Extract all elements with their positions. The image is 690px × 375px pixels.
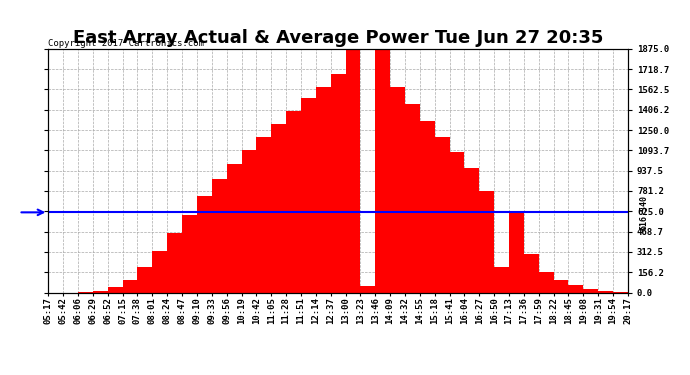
- Bar: [420, 121, 435, 292]
- Bar: [241, 150, 257, 292]
- Bar: [152, 251, 167, 292]
- Bar: [301, 98, 316, 292]
- Bar: [123, 279, 137, 292]
- Bar: [93, 291, 108, 292]
- Bar: [598, 291, 613, 292]
- Bar: [464, 168, 480, 292]
- Bar: [569, 285, 583, 292]
- Bar: [137, 267, 152, 292]
- Bar: [390, 87, 405, 292]
- Bar: [197, 196, 212, 292]
- Bar: [450, 152, 464, 292]
- Bar: [182, 214, 197, 292]
- Bar: [271, 123, 286, 292]
- Bar: [509, 212, 524, 292]
- Text: 616.540: 616.540: [640, 195, 649, 230]
- Bar: [435, 136, 450, 292]
- Bar: [375, 49, 390, 292]
- Bar: [167, 233, 182, 292]
- Bar: [583, 289, 598, 292]
- Bar: [316, 87, 331, 292]
- Bar: [524, 254, 539, 292]
- Bar: [108, 287, 123, 292]
- Title: East Array Actual & Average Power Tue Jun 27 20:35: East Array Actual & Average Power Tue Ju…: [73, 29, 603, 47]
- Bar: [405, 104, 420, 292]
- Bar: [331, 74, 346, 292]
- Bar: [226, 164, 242, 292]
- Bar: [212, 179, 226, 292]
- Bar: [257, 136, 271, 292]
- Bar: [480, 191, 494, 292]
- Bar: [553, 279, 569, 292]
- Text: Copyright 2017 Cartronics.com: Copyright 2017 Cartronics.com: [48, 39, 204, 48]
- Bar: [494, 267, 509, 292]
- Bar: [346, 49, 360, 292]
- Bar: [286, 111, 301, 292]
- Bar: [360, 286, 375, 292]
- Bar: [539, 272, 553, 292]
